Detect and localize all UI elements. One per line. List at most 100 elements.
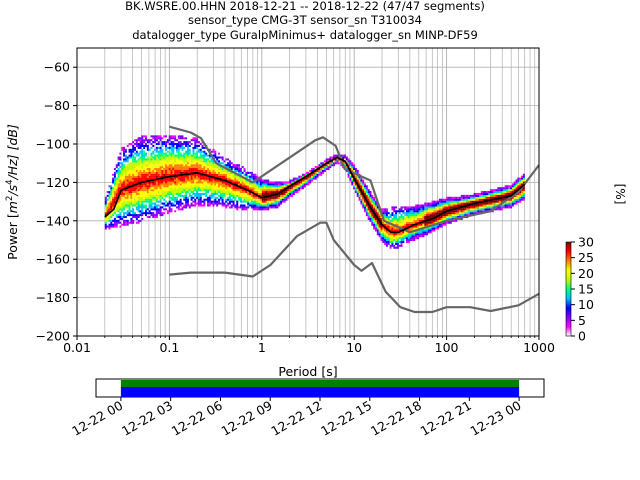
psd-cell bbox=[121, 173, 124, 176]
psd-cell bbox=[165, 156, 168, 159]
psd-cell bbox=[406, 217, 409, 220]
psd-cell bbox=[197, 150, 200, 153]
psd-cell bbox=[221, 204, 224, 207]
psd-cell bbox=[168, 200, 171, 203]
psd-cell bbox=[121, 216, 124, 219]
psd-cell bbox=[464, 214, 467, 217]
psd-cell bbox=[373, 206, 376, 209]
psd-cell bbox=[154, 183, 157, 186]
psd-cell bbox=[353, 183, 356, 186]
psd-cell bbox=[305, 183, 308, 186]
psd-cell bbox=[174, 198, 177, 201]
psd-cell bbox=[334, 160, 337, 163]
psd-cell bbox=[174, 168, 177, 171]
psd-cell bbox=[272, 198, 275, 201]
psd-cell bbox=[458, 198, 461, 201]
psd-cell bbox=[154, 191, 157, 194]
psd-cell bbox=[245, 198, 248, 201]
psd-cell bbox=[207, 191, 210, 194]
psd-cell bbox=[179, 169, 182, 172]
psd-cell bbox=[292, 181, 295, 184]
psd-cell bbox=[210, 173, 213, 176]
psd-cell bbox=[163, 141, 166, 144]
psd-cell bbox=[148, 169, 151, 172]
psd-cell bbox=[179, 143, 182, 146]
psd-cell bbox=[207, 204, 210, 207]
psd-cell bbox=[296, 191, 299, 194]
psd-cell bbox=[254, 206, 257, 209]
psd-cell bbox=[466, 196, 469, 199]
psd-cell bbox=[139, 173, 142, 176]
psd-cell bbox=[249, 196, 252, 199]
psd-cell bbox=[130, 177, 133, 180]
psd-cell bbox=[458, 212, 461, 215]
psd-cell bbox=[250, 194, 253, 197]
psd-cell bbox=[407, 221, 410, 224]
psd-cell bbox=[243, 189, 246, 192]
psd-cell bbox=[159, 173, 162, 176]
psd-cell bbox=[126, 198, 129, 201]
psd-cell bbox=[519, 196, 522, 199]
psd-cell bbox=[134, 164, 136, 167]
psd-cell bbox=[292, 187, 295, 190]
psd-cell bbox=[515, 202, 518, 205]
psd-cell bbox=[276, 206, 279, 209]
psd-cell bbox=[471, 198, 474, 201]
psd-cell bbox=[298, 185, 301, 188]
psd-cell bbox=[267, 187, 270, 190]
psd-cell bbox=[254, 173, 257, 176]
psd-cell bbox=[208, 148, 211, 151]
psd-cell bbox=[205, 162, 208, 165]
psd-cell bbox=[385, 214, 388, 217]
psd-cell bbox=[166, 150, 169, 153]
psd-cell bbox=[146, 160, 149, 163]
psd-cell bbox=[367, 216, 370, 219]
psd-cell bbox=[458, 196, 461, 199]
psd-cell bbox=[199, 181, 202, 184]
psd-cell bbox=[119, 181, 122, 184]
psd-cell bbox=[217, 181, 220, 184]
psd-cell bbox=[278, 198, 281, 201]
psd-cell bbox=[223, 202, 226, 205]
psd-cell bbox=[176, 168, 178, 171]
psd-cell bbox=[117, 191, 120, 194]
psd-cell bbox=[259, 208, 262, 211]
psd-cell bbox=[382, 221, 385, 224]
psd-cell bbox=[135, 191, 138, 194]
psd-cell bbox=[254, 202, 257, 205]
psd-cell bbox=[427, 219, 430, 222]
psd-cell bbox=[395, 219, 398, 222]
psd-cell bbox=[256, 191, 259, 194]
psd-cell bbox=[155, 206, 158, 209]
psd-cell bbox=[236, 206, 239, 209]
psd-cell bbox=[510, 191, 513, 194]
psd-cell bbox=[254, 183, 257, 186]
psd-cell bbox=[396, 217, 399, 220]
psd-cell bbox=[130, 164, 133, 167]
psd-cell bbox=[146, 177, 149, 180]
psd-cell bbox=[455, 219, 458, 222]
psd-cell bbox=[400, 217, 403, 220]
psd-cell bbox=[157, 204, 160, 207]
psd-cell bbox=[254, 177, 257, 180]
psd-cell bbox=[132, 144, 135, 147]
psd-cell bbox=[407, 229, 410, 232]
psd-cell bbox=[177, 175, 180, 178]
psd-cell bbox=[132, 169, 135, 172]
psd-cell bbox=[139, 189, 142, 192]
psd-cell bbox=[261, 189, 264, 192]
psd-cell bbox=[407, 235, 410, 238]
psd-cell bbox=[128, 214, 131, 217]
psd-cell bbox=[351, 183, 354, 186]
psd-cell bbox=[166, 212, 169, 215]
psd-cell bbox=[188, 148, 191, 151]
psd-cell bbox=[285, 196, 288, 199]
psd-cell bbox=[312, 168, 315, 171]
psd-cell bbox=[480, 192, 483, 195]
psd-cell bbox=[382, 227, 385, 230]
psd-cell bbox=[468, 208, 471, 211]
psd-cell bbox=[176, 177, 178, 180]
psd-cell bbox=[296, 187, 299, 190]
psd-cell bbox=[440, 210, 443, 213]
psd-cell bbox=[491, 191, 494, 194]
